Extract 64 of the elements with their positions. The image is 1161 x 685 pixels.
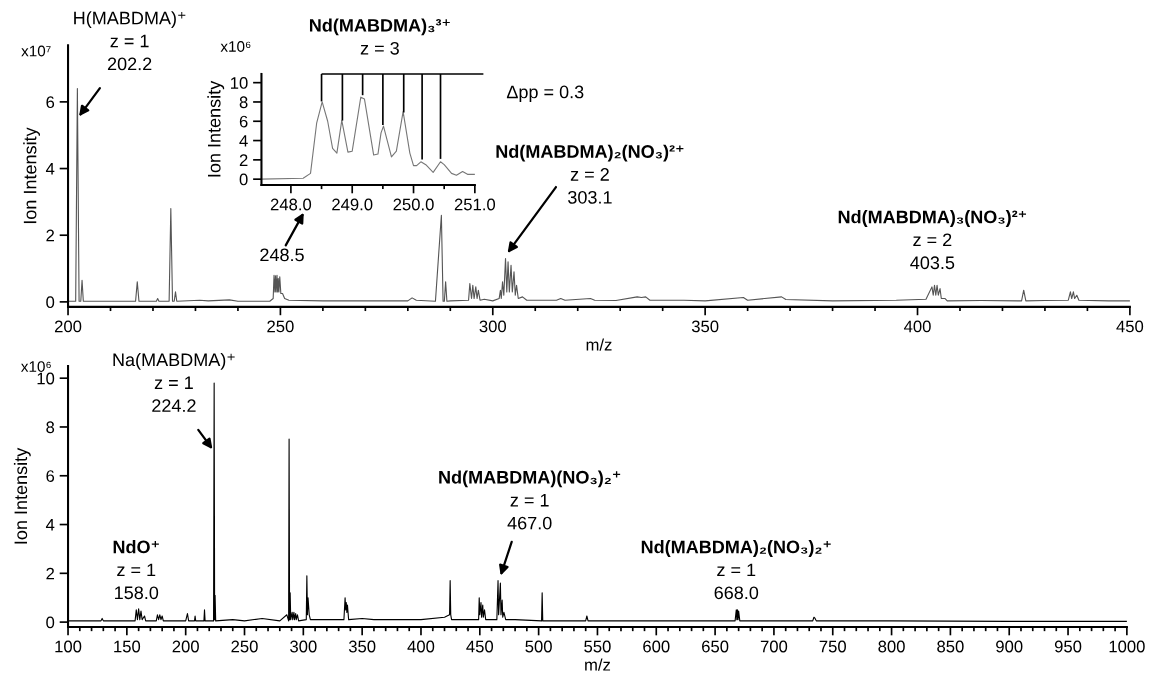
- y-tick-label: 10: [37, 372, 55, 385]
- x-tick-label: 300: [479, 320, 507, 333]
- x-tick-label: 700: [760, 640, 788, 653]
- x-axis-title: m/z: [585, 658, 611, 671]
- annotation: Nd(MABDMA)₃³⁺ z = 3: [309, 18, 450, 55]
- y-axis-title: Ion Intensity: [13, 447, 31, 544]
- annotation: Nd(MABDMA)₃(NO₃)²⁺ z = 2 403.5: [838, 210, 1027, 270]
- y-tick-label: 6: [46, 470, 55, 482]
- annotation: Δpp = 0.3: [506, 85, 584, 102]
- x-tick-label: 800: [878, 640, 905, 653]
- x-tick-label: 900: [996, 640, 1023, 653]
- x-tick-label: 950: [1054, 640, 1082, 653]
- text: x10⁶: [20, 361, 51, 372]
- x-tick-label: 250: [267, 320, 294, 333]
- x-tick-label: 350: [691, 320, 719, 333]
- x-tick-label: 500: [525, 640, 552, 653]
- x-tick-label: 750: [819, 640, 846, 653]
- y-tick-label: 8: [46, 421, 55, 434]
- x-tick-label: 248.0: [270, 198, 312, 211]
- y-tick-label: 10: [231, 77, 248, 89]
- y-axis-title: Ion Intensity: [23, 127, 41, 224]
- x-tick-label: 450: [1116, 320, 1144, 333]
- annotation: x10⁶: [220, 41, 251, 52]
- y-tick-label: 2: [46, 229, 54, 242]
- x-tick-label: 400: [407, 640, 435, 653]
- line-series: [261, 96, 475, 180]
- y-tick-label: 6: [46, 96, 55, 109]
- annotation: Nd(MABDMA)(NO₃)₂⁺ z = 1 467.0: [439, 470, 621, 530]
- y-tick-label: 0: [46, 616, 55, 629]
- annotation: Nd(MABDMA)₂(NO₃)²⁺ z = 2 303.1: [496, 144, 684, 204]
- x-tick-label: 200: [172, 640, 199, 653]
- x-tick-label: 200: [54, 320, 82, 333]
- x-tick-label: 450: [466, 640, 494, 653]
- y-tick-label: 2: [46, 567, 54, 580]
- x-tick-label: 650: [702, 640, 729, 653]
- x-tick-label: 250: [231, 640, 258, 653]
- annotation: H(MABDMA)⁺ z = 1 202.2: [74, 11, 186, 71]
- x-tick-label: 249.0: [332, 198, 373, 211]
- y-axis-title: Ion Intensity: [207, 80, 225, 177]
- x-tick-label: 250.0: [393, 198, 434, 211]
- y-tick-label: 4: [45, 163, 55, 175]
- text: x10⁷: [21, 45, 51, 57]
- y-tick-label: 2: [239, 154, 248, 166]
- x-tick-label: 300: [290, 640, 317, 653]
- annotation: Na(MABDMA)⁺ z = 1 224.2: [113, 352, 235, 412]
- y-tick-label: 4: [45, 519, 55, 531]
- x-tick-label: 350: [348, 640, 376, 653]
- x-tick-label: 251.0: [454, 198, 496, 211]
- y-tick-label: 0: [239, 173, 248, 186]
- y-tick-label: 8: [239, 96, 248, 109]
- x-tick-label: 150: [114, 640, 141, 653]
- y-tick-label: 6: [239, 115, 248, 128]
- annotation: Nd(MABDMA)₂(NO₃)₂⁺ z = 1 668.0: [641, 540, 831, 600]
- x-axis-title: m/z: [586, 338, 612, 351]
- x-tick-label: 850: [937, 640, 964, 653]
- y-tick-label: 4: [239, 135, 248, 147]
- annotation: 248.5: [260, 248, 304, 262]
- x-tick-label: 600: [643, 640, 670, 653]
- annotation: NdO⁺ z = 1 158.0: [113, 540, 159, 600]
- y-tick-label: 0: [46, 296, 55, 309]
- x-tick-label: 100: [55, 640, 82, 653]
- x-tick-label: 1000: [1109, 640, 1145, 653]
- x-tick-label: 400: [904, 320, 931, 333]
- x-tick-label: 550: [584, 640, 611, 653]
